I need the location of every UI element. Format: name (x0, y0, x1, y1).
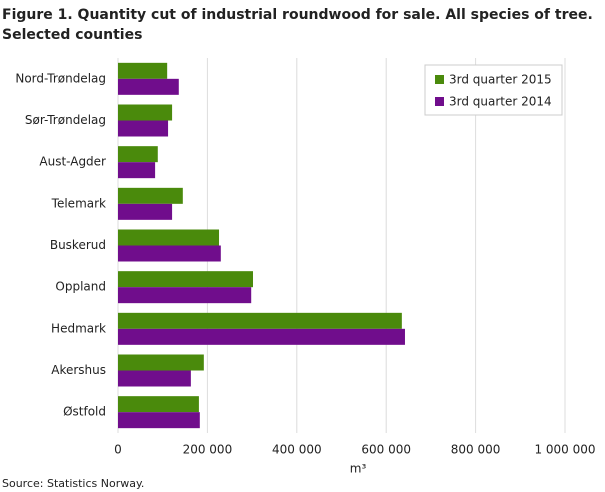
bar (118, 203, 173, 220)
legend-swatch (435, 75, 444, 84)
bar (118, 229, 220, 246)
x-tick-label: 1 000 000 (534, 443, 595, 457)
chart-title: Figure 1. Quantity cut of industrial rou… (2, 7, 593, 23)
legend-label: 3rd quarter 2014 (449, 95, 552, 109)
bar (118, 78, 179, 95)
bar (118, 312, 402, 329)
y-tick-label: Sør-Trøndelag (25, 113, 106, 127)
x-tick-label: 200 000 (183, 443, 233, 457)
y-tick-label: Telemark (51, 196, 106, 210)
source: Source: Statistics Norway. (2, 477, 144, 490)
bar (118, 104, 173, 121)
bar (118, 245, 221, 262)
legend-box (424, 64, 563, 116)
bar (118, 187, 183, 204)
bar (118, 162, 156, 179)
bar (118, 370, 191, 387)
x-tick-label: 800 000 (451, 443, 501, 457)
bar (118, 412, 200, 429)
bar (118, 287, 252, 304)
y-tick-label: Østfold (63, 405, 106, 419)
y-tick-label: Aust-Agder (39, 155, 106, 169)
bar (118, 146, 158, 163)
bar (118, 354, 204, 371)
y-tick-label: Hedmark (51, 321, 106, 335)
y-tick-label: Nord-Trøndelag (15, 71, 106, 85)
y-tick-label: Akershus (51, 363, 106, 377)
x-tick-label: 400 000 (272, 443, 322, 457)
x-tick-label: 600 000 (361, 443, 411, 457)
y-tick-label: Buskerud (50, 238, 106, 252)
legend-label: 3rd quarter 2015 (449, 73, 552, 87)
y-tick-label: Oppland (55, 280, 106, 294)
bar (118, 396, 199, 413)
x-axis-label: m³ (350, 462, 367, 476)
bar (118, 328, 405, 345)
x-tick-label: 0 (114, 443, 122, 457)
bar (118, 120, 169, 137)
bar (118, 271, 253, 288)
bar (118, 62, 168, 79)
chart-subtitle: Selected counties (2, 27, 142, 43)
legend-swatch (435, 97, 444, 106)
